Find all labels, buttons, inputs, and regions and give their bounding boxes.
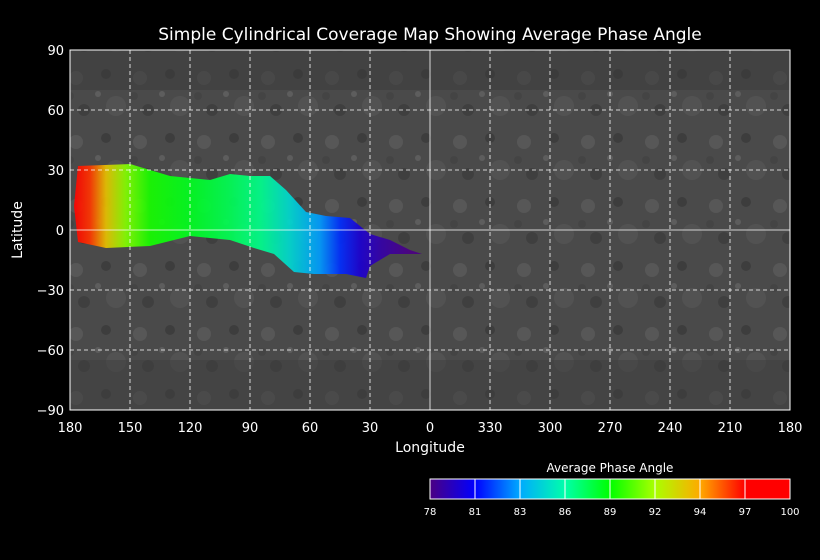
colorbar-tick-label: 86	[559, 507, 572, 518]
colorbar-tick-label: 78	[424, 507, 437, 518]
colorbar: Average Phase Angle 78 81 83 86 89 92 94 97 100	[424, 461, 800, 518]
colorbar-tick-label: 100	[780, 507, 799, 518]
y-tick-label: 90	[47, 44, 64, 59]
colorbar-segments	[429, 478, 791, 500]
x-tick-label: 240	[658, 421, 683, 436]
x-tick-label: 90	[242, 421, 259, 436]
colorbar-tick-label: 89	[604, 507, 617, 518]
colorbar-segment	[745, 479, 790, 499]
colorbar-segment	[610, 479, 655, 499]
x-tick-label: 270	[598, 421, 623, 436]
y-tick-label: −30	[37, 284, 64, 299]
map-area	[69, 49, 791, 411]
colorbar-tick-label: 81	[469, 507, 482, 518]
colorbar-segment	[430, 479, 475, 499]
x-tick-label: 210	[718, 421, 743, 436]
grid-lines	[70, 50, 790, 410]
x-tick-label: 330	[478, 421, 503, 436]
y-tick-label: 60	[47, 104, 64, 119]
colorbar-segment	[475, 479, 520, 499]
colorbar-segment	[520, 479, 565, 499]
colorbar-ticks: 78 81 83 86 89 92 94 97 100	[424, 479, 800, 518]
x-tick-label: 120	[178, 421, 203, 436]
y-tick-label: 0	[56, 224, 64, 239]
colorbar-tick-label: 92	[649, 507, 662, 518]
x-tick-label: 300	[538, 421, 563, 436]
chart-title: Simple Cylindrical Coverage Map Showing …	[158, 25, 701, 45]
x-axis-ticks: 180 150 120 90 60 30 0 330 300 270 240 210 180	[58, 421, 803, 436]
y-axis-label: Latitude	[10, 201, 26, 259]
x-tick-label: 30	[362, 421, 379, 436]
x-tick-label: 180	[58, 421, 83, 436]
y-tick-label: −60	[37, 344, 64, 359]
map-frame	[69, 49, 791, 411]
colorbar-title: Average Phase Angle	[547, 461, 674, 475]
x-tick-label: 0	[426, 421, 434, 436]
y-tick-label: −90	[37, 404, 64, 419]
y-axis-ticks: 90 60 30 0 −30 −60 −90	[37, 44, 64, 419]
colorbar-segment	[700, 479, 745, 499]
coverage-layer	[74, 164, 422, 278]
x-tick-label: 180	[778, 421, 803, 436]
colorbar-segment	[565, 479, 610, 499]
colorbar-tick-label: 94	[694, 507, 707, 518]
colorbar-tick-label: 97	[739, 507, 752, 518]
colorbar-tick-label: 83	[514, 507, 527, 518]
x-axis-label: Longitude	[395, 440, 465, 456]
x-tick-label: 60	[302, 421, 319, 436]
coverage-region	[74, 164, 422, 278]
x-tick-label: 150	[118, 421, 143, 436]
colorbar-segment	[655, 479, 700, 499]
y-tick-label: 30	[47, 164, 64, 179]
